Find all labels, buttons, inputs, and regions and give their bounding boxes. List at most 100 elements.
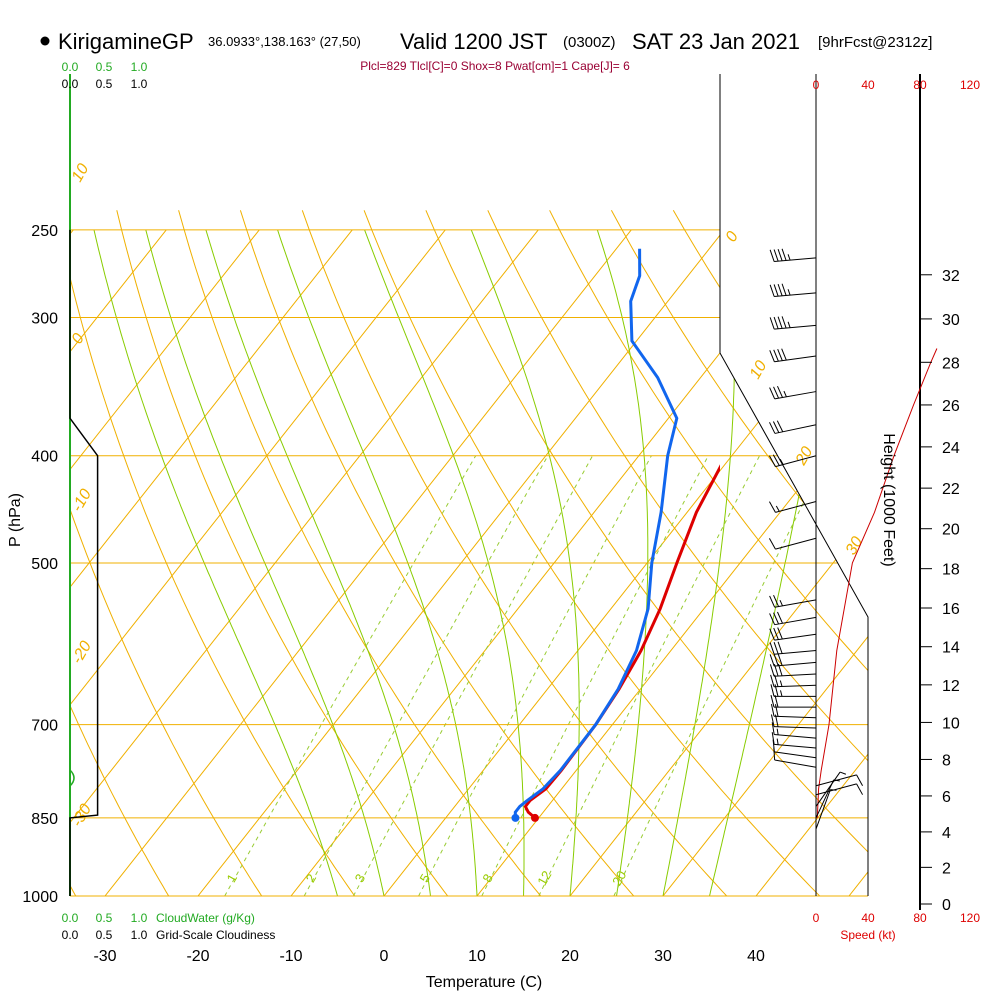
wind-barb-staff — [774, 650, 817, 655]
cloudiness-bottom-0: 0.0 — [62, 928, 79, 942]
dry-adiabat-290 — [178, 210, 561, 896]
wind-barb-flag — [773, 747, 776, 761]
isotherm-40 — [755, 229, 868, 896]
mixing-ratio-20 — [613, 455, 828, 896]
speed-bottom-1: 40 — [861, 911, 875, 925]
height-tick-14: 14 — [942, 640, 960, 657]
wind-barb-staff — [774, 599, 817, 608]
wind-barb-flag — [770, 714, 775, 727]
wind-barb-flag — [777, 641, 783, 654]
wind-barb-flag — [774, 684, 779, 697]
bottom-scale-labels: 0.0 0.5 1.0 CloudWater (g/Kg) 0.0 0.5 1.… — [62, 911, 981, 942]
wind-barb-16 — [770, 684, 816, 697]
pressure-tick-250: 250 — [31, 223, 58, 240]
station-marker — [40, 36, 50, 46]
dry-adiabat-420 — [982, 210, 1000, 919]
dry-adiabat-340 — [487, 210, 868, 896]
temperature-ticks: -30 -20 -10 0 10 20 30 40 — [93, 948, 765, 965]
wind-barb-staff — [774, 292, 817, 297]
wind-barb-half — [783, 390, 787, 397]
dry-adiabat-320 — [363, 210, 844, 896]
moist-adiabat-0 — [145, 229, 385, 896]
wind-barb-half — [776, 738, 779, 745]
wind-barb-19 — [770, 714, 817, 729]
dewpoint-line — [513, 248, 679, 818]
dry-adiabat-260 — [70, 210, 278, 896]
height-tick-28: 28 — [942, 355, 960, 372]
dewpoint-surface-point — [511, 813, 520, 822]
station-name: KirigamineGP — [58, 29, 194, 54]
wind-barb-flag — [773, 627, 779, 640]
height-tick-18: 18 — [942, 562, 960, 579]
wind-barb-flag — [768, 538, 776, 550]
dry-adiabat-270 — [70, 210, 372, 896]
wind-barb-2 — [769, 316, 817, 330]
height-tick-24: 24 — [942, 440, 960, 457]
cloudwater-top-0: 0.0 — [62, 60, 79, 74]
wind-barb-flag — [773, 612, 780, 625]
height-tick-16: 16 — [942, 601, 960, 618]
temperature-line — [523, 464, 720, 820]
mixing-ratio-label-12: 12 — [534, 868, 554, 888]
wind-barb-staff — [774, 715, 817, 719]
wind-barb-staff — [775, 455, 817, 468]
wind-speed-line — [816, 348, 938, 818]
wind-barb-flag — [774, 674, 779, 687]
wind-barb-flag — [769, 387, 776, 400]
wind-barb-staff — [774, 751, 817, 759]
moist-adiabat-5 — [205, 229, 431, 896]
wind-barb-half — [787, 254, 791, 261]
cloudiness-bottom-1: 0.5 — [96, 928, 113, 942]
pressure-tick-850: 850 — [31, 811, 58, 828]
wind-barb-staff — [774, 673, 817, 677]
wind-barb-staff — [774, 759, 817, 768]
speed-bottom-0: 0 — [813, 911, 820, 925]
wind-barb-25 — [815, 783, 864, 796]
wind-barb-flag — [777, 663, 783, 676]
moist-adiabat-25 — [596, 229, 649, 896]
wind-barb-flag — [769, 654, 775, 667]
wind-barb-staff — [815, 789, 831, 830]
moist-adiabat-15 — [364, 229, 525, 896]
forecast-info: [9hrFcst@2312z] — [818, 34, 932, 51]
sounding-profiles — [511, 248, 720, 822]
wind-barb-flag — [769, 664, 775, 677]
dry-adiabat-300 — [239, 210, 655, 896]
wind-barb-3 — [769, 348, 817, 363]
cloudiness-line — [69, 229, 99, 896]
wind-barb-flag — [777, 627, 783, 640]
wind-barb-staff — [774, 391, 817, 400]
wind-barb-half — [779, 599, 783, 607]
cloudwater-bottom-1: 0.5 — [96, 911, 113, 925]
wind-barb-flag — [773, 284, 779, 297]
moist-adiabat-30 — [662, 229, 735, 896]
wind-barb-flag — [781, 248, 787, 261]
wind-barb-5 — [769, 420, 817, 434]
wind-barb-staff — [774, 355, 817, 363]
temp-tick--20: -20 — [186, 948, 209, 965]
wind-barb-flag — [772, 421, 780, 433]
wind-barb-11 — [769, 627, 817, 641]
wind-barb-flag — [770, 674, 775, 687]
mixing-ratio-1 — [224, 455, 477, 896]
wind-barb-23 — [773, 747, 817, 768]
wind-barbs — [768, 248, 864, 830]
plot-right-edge — [719, 74, 869, 896]
cloudiness-top-1: 0.5 — [96, 77, 113, 91]
height-tick-8: 8 — [942, 752, 951, 769]
wind-barb-half — [779, 680, 783, 687]
wind-barb-half — [787, 289, 791, 296]
wind-barb-4 — [769, 385, 817, 400]
wind-barb-6 — [768, 454, 817, 468]
cloudiness-bottom-2: 1.0 — [131, 928, 148, 942]
dry-adiabat-310 — [301, 210, 750, 896]
height-tick-26: 26 — [942, 398, 960, 415]
height-tick-32: 32 — [942, 268, 960, 285]
mixing-ratio-label-20: 20 — [609, 868, 629, 888]
wind-barb-flag — [777, 349, 783, 361]
wind-barb-flag — [769, 249, 775, 262]
wind-barb-flag — [773, 664, 779, 677]
wind-barb-staff — [774, 733, 817, 739]
mixing-ratio-5 — [418, 455, 652, 896]
